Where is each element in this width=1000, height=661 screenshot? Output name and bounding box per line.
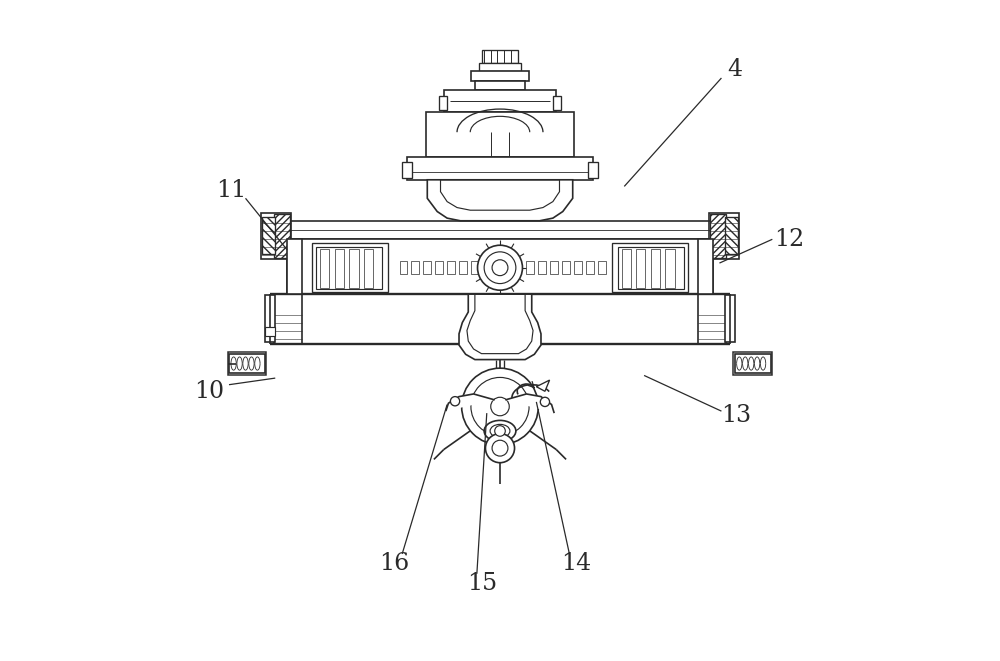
- Bar: [229, 354, 265, 373]
- Bar: [553, 96, 561, 110]
- Text: 16: 16: [379, 552, 409, 574]
- Bar: [586, 261, 594, 274]
- Text: 10: 10: [194, 380, 224, 403]
- Bar: [622, 249, 631, 288]
- Circle shape: [540, 397, 550, 407]
- Bar: [636, 249, 645, 288]
- Bar: [526, 261, 534, 274]
- Bar: [312, 243, 388, 292]
- Polygon shape: [427, 180, 573, 221]
- Bar: [562, 261, 570, 274]
- Bar: [265, 327, 275, 336]
- Bar: [733, 352, 772, 375]
- Bar: [287, 239, 302, 294]
- Circle shape: [492, 260, 508, 276]
- Bar: [364, 249, 373, 288]
- Bar: [316, 247, 382, 289]
- Text: 11: 11: [216, 179, 246, 202]
- Circle shape: [450, 397, 460, 406]
- Circle shape: [484, 252, 516, 284]
- Bar: [493, 157, 507, 165]
- Bar: [411, 261, 419, 274]
- Bar: [265, 295, 275, 342]
- Text: 14: 14: [561, 552, 591, 574]
- Bar: [274, 294, 302, 344]
- Bar: [709, 213, 739, 259]
- Bar: [261, 213, 291, 259]
- Bar: [435, 261, 443, 274]
- Bar: [588, 162, 598, 178]
- Bar: [426, 112, 574, 157]
- Text: 15: 15: [467, 572, 497, 594]
- Ellipse shape: [484, 420, 516, 442]
- Bar: [574, 261, 582, 274]
- Bar: [459, 261, 467, 274]
- Bar: [475, 81, 525, 90]
- Bar: [598, 261, 606, 274]
- Bar: [402, 162, 412, 178]
- Bar: [439, 96, 447, 110]
- Bar: [287, 239, 713, 294]
- Bar: [471, 261, 479, 274]
- Bar: [262, 217, 275, 254]
- Bar: [612, 243, 688, 292]
- Bar: [710, 214, 726, 258]
- Bar: [618, 247, 684, 289]
- Text: 12: 12: [774, 228, 804, 251]
- Bar: [665, 249, 675, 288]
- Ellipse shape: [490, 424, 510, 438]
- Bar: [400, 261, 407, 274]
- Bar: [482, 50, 518, 63]
- Bar: [287, 221, 713, 239]
- Text: 13: 13: [722, 404, 752, 426]
- Bar: [550, 261, 558, 274]
- Bar: [651, 249, 660, 288]
- Circle shape: [471, 377, 529, 436]
- Polygon shape: [505, 394, 554, 413]
- Bar: [335, 249, 344, 288]
- Circle shape: [491, 397, 509, 416]
- Polygon shape: [446, 394, 495, 411]
- Bar: [698, 294, 726, 344]
- Bar: [444, 90, 556, 112]
- Circle shape: [485, 434, 515, 463]
- Bar: [447, 261, 455, 274]
- Bar: [725, 295, 735, 342]
- Bar: [698, 239, 713, 294]
- Bar: [471, 71, 529, 81]
- Text: 4: 4: [727, 58, 742, 81]
- Polygon shape: [459, 294, 541, 360]
- Bar: [407, 157, 593, 180]
- Bar: [423, 261, 431, 274]
- Circle shape: [478, 245, 522, 290]
- Bar: [735, 354, 771, 373]
- Bar: [479, 63, 521, 71]
- Bar: [538, 261, 546, 274]
- Circle shape: [462, 368, 538, 445]
- Bar: [274, 214, 290, 258]
- Circle shape: [495, 426, 505, 436]
- Circle shape: [492, 440, 508, 456]
- Bar: [349, 249, 359, 288]
- Bar: [320, 249, 329, 288]
- Bar: [725, 217, 738, 254]
- Bar: [228, 352, 266, 375]
- Polygon shape: [536, 380, 550, 391]
